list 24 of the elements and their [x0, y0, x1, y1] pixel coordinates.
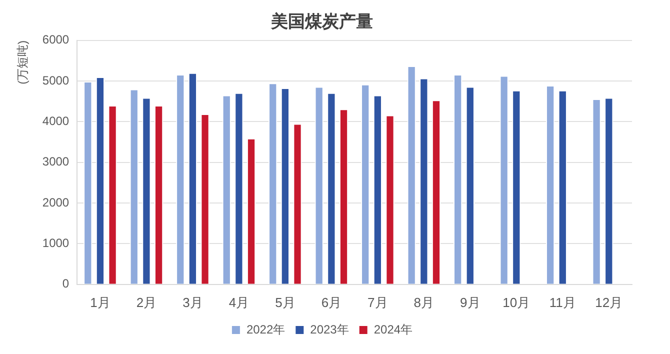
- y-tick-label: 4000: [42, 114, 70, 128]
- y-tick-label: 5000: [42, 73, 70, 88]
- y-tick-label: 1000: [42, 236, 70, 250]
- chart-title: 美国煤炭产量: [270, 12, 373, 31]
- x-tick-label: 4月: [228, 294, 250, 310]
- x-tick-label: 1月: [90, 294, 110, 310]
- x-tick-label: 3月: [182, 294, 203, 310]
- x-tick-label: 5月: [275, 294, 296, 310]
- y-tick-label: 0: [62, 276, 70, 291]
- x-tick-label: 10月: [502, 294, 530, 310]
- x-tick-label: 7月: [368, 294, 388, 310]
- y-tick-label: 6000: [42, 32, 70, 47]
- x-tick-label: 6月: [321, 294, 342, 310]
- y-tick-label: 2000: [42, 195, 70, 210]
- x-tick-label: 2月: [136, 294, 157, 310]
- legend-label: 2023年: [310, 322, 349, 336]
- x-tick-label: 9月: [460, 294, 480, 310]
- y-tick-label: 3000: [42, 154, 70, 169]
- legend-label: 2024年: [374, 322, 413, 336]
- legend-label: 2022年: [246, 322, 286, 336]
- x-tick-label: 8月: [414, 294, 434, 310]
- x-tick-label: 11月: [549, 294, 576, 310]
- x-tick-label: 12月: [595, 294, 623, 310]
- y-axis-title: (万短吨): [16, 40, 30, 84]
